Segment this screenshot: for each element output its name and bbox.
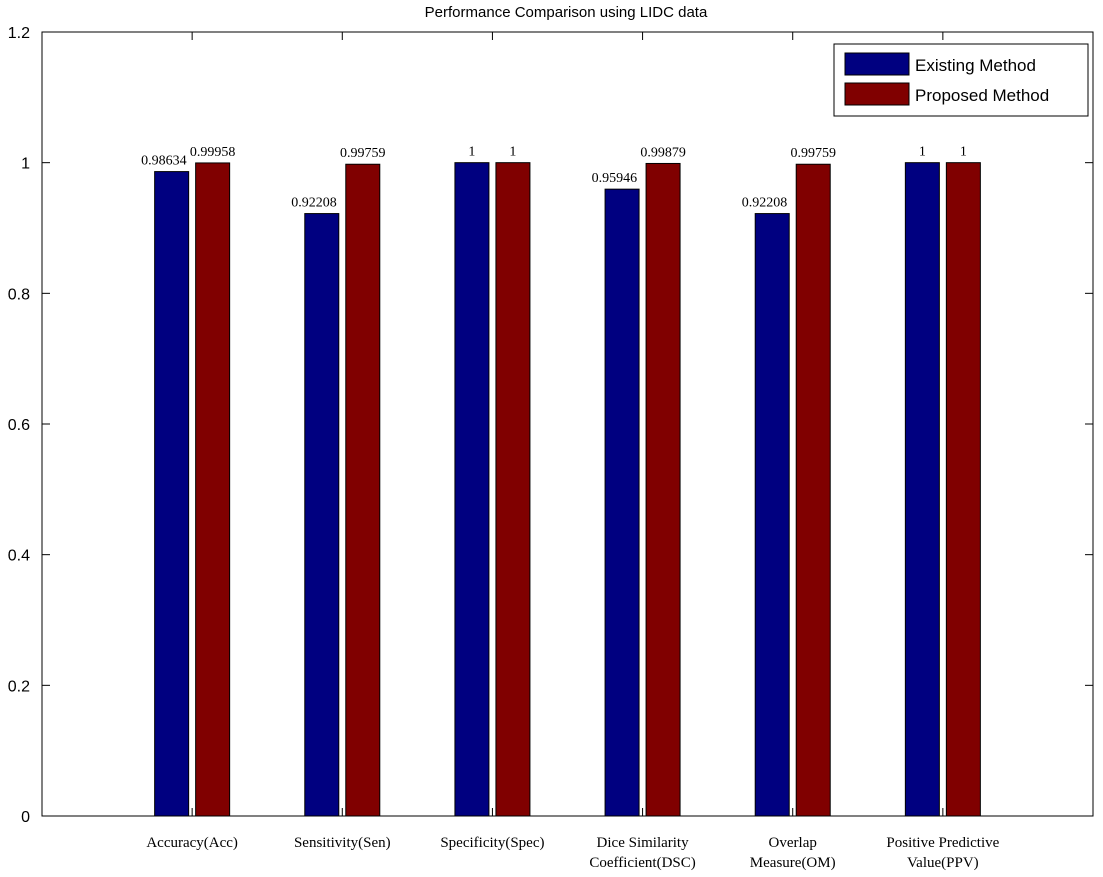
y-tick-label: 1.2 xyxy=(8,25,30,42)
x-tick-label: Value(PPV) xyxy=(907,855,979,871)
bar-existing xyxy=(754,213,790,817)
bar-proposed xyxy=(795,163,831,817)
bar-proposed xyxy=(645,162,681,817)
legend-swatch xyxy=(844,52,910,76)
bar-proposed xyxy=(945,162,981,817)
data-label: 1 xyxy=(960,145,967,160)
x-tick-label: Specificity(Spec) xyxy=(440,835,544,851)
y-tick-label: 0.4 xyxy=(8,548,30,565)
bar-proposed xyxy=(195,162,231,817)
y-tick-label: 1 xyxy=(21,156,30,173)
data-labels: 0.98634 0.92208 1 0.95946 0.92208 1 0.99958 0.9… xyxy=(141,145,967,211)
bar-proposed xyxy=(345,163,381,817)
legend-label: Proposed Method xyxy=(915,86,1049,105)
x-tick-labels: Accuracy(Acc) Sensitivity(Sen) Specificity… xyxy=(146,835,999,871)
x-tick-label: Positive Predictive xyxy=(886,835,999,851)
data-label: 0.98634 xyxy=(141,154,187,169)
data-label: 0.92208 xyxy=(742,196,788,211)
bar-existing xyxy=(154,171,190,817)
data-label: 1 xyxy=(919,145,926,160)
legend-label: Existing Method xyxy=(915,56,1036,75)
x-tick-label: Measure(OM) xyxy=(750,855,836,871)
x-tick-label: Dice Similarity xyxy=(597,835,690,851)
x-tick-label: Coefficient(DSC) xyxy=(589,855,695,871)
bar-existing xyxy=(904,162,940,817)
data-label: 0.92208 xyxy=(291,196,337,211)
data-label: 0.99958 xyxy=(190,145,236,160)
data-label: 1 xyxy=(468,145,475,160)
x-tick-label: Overlap xyxy=(769,835,817,851)
y-tick-label: 0.2 xyxy=(8,678,30,695)
bars xyxy=(154,162,981,817)
data-label: 0.95946 xyxy=(592,171,638,186)
bar-existing xyxy=(604,188,640,817)
legend-swatch xyxy=(844,82,910,106)
x-tick-label: Sensitivity(Sen) xyxy=(294,835,391,851)
data-label: 1 xyxy=(509,145,516,160)
axis-ticks: 0 0.2 0.4 0.6 0.8 1 1.2 xyxy=(8,25,1093,826)
y-tick-label: 0.6 xyxy=(8,417,30,434)
bar-existing xyxy=(454,162,490,817)
bar-proposed xyxy=(495,162,531,817)
y-tick-label: 0.8 xyxy=(8,286,30,303)
x-tick-label: Accuracy(Acc) xyxy=(146,835,238,851)
legend: Existing Method Proposed Method xyxy=(833,43,1089,117)
chart-title: Performance Comparison using LIDC data xyxy=(425,4,708,21)
data-label: 0.99759 xyxy=(790,146,836,161)
y-tick-label: 0 xyxy=(21,809,30,826)
data-label: 0.99759 xyxy=(340,146,386,161)
bar-existing xyxy=(304,213,340,817)
data-label: 0.99879 xyxy=(640,145,686,160)
